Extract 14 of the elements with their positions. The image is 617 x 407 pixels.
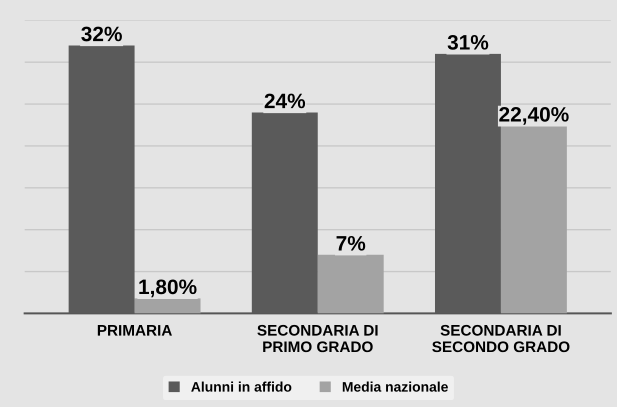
x-tick-label: PRIMARIA <box>98 325 172 336</box>
data-label: 22,40% <box>499 106 569 125</box>
bar <box>134 298 201 314</box>
bar <box>500 126 567 314</box>
legend-label: Media nazionale <box>342 382 448 392</box>
data-label: 31% <box>448 34 488 50</box>
x-tick-label: SECONDARIA DI PRIMO GRADO <box>257 324 378 352</box>
data-label: 7% <box>336 236 366 251</box>
legend-label: Alunni in affido <box>191 382 292 392</box>
x-tick-label: SECONDARIA DI SECONDO GRADO <box>432 324 570 352</box>
bar <box>318 254 384 314</box>
data-label: 24% <box>264 94 306 108</box>
data-label: 1,80% <box>139 279 197 298</box>
data-label: 32% <box>81 26 122 42</box>
